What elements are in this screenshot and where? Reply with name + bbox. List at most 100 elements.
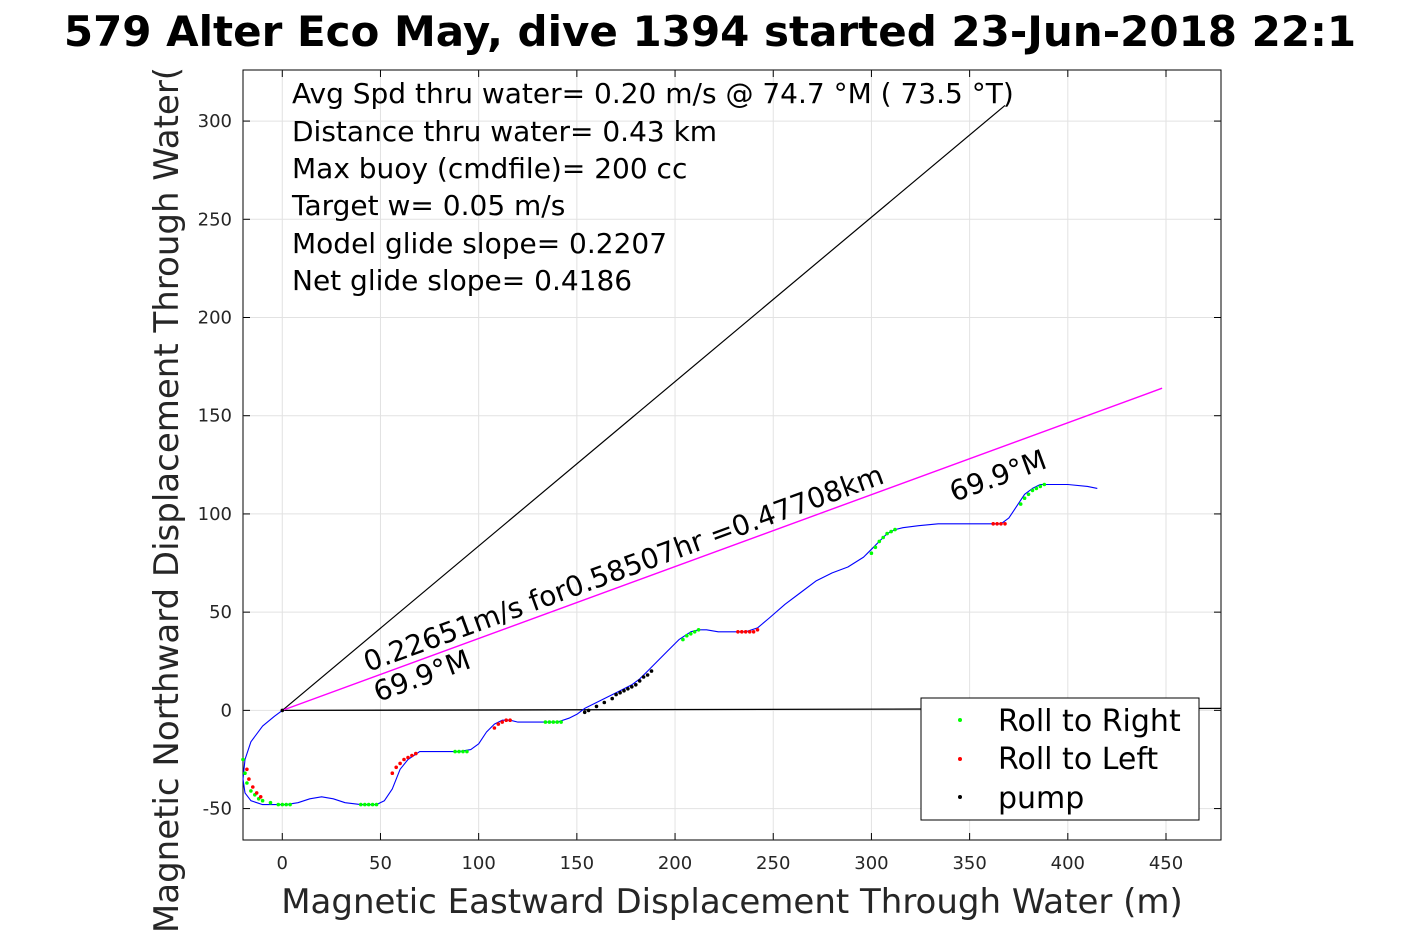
ticks: 0 50 100 150 200 250 300 350 400 450 -50 0 50 100 150 2…	[198, 70, 1221, 874]
roll-right-point	[288, 802, 292, 807]
y-tick-label: 300	[198, 111, 232, 132]
legend-box	[920, 697, 1200, 821]
pump-point	[634, 683, 638, 687]
roll-right-point	[453, 749, 457, 754]
roll-left-point	[247, 777, 251, 781]
reference-line	[281, 104, 1006, 711]
roll-left-point	[390, 771, 395, 775]
roll-right-point	[1026, 492, 1031, 497]
pump-point	[649, 669, 654, 673]
roll-left-point	[991, 522, 995, 526]
y-tick-label: 100	[198, 504, 232, 525]
roll-right-point	[555, 720, 559, 724]
roll-left-point	[394, 765, 399, 770]
plot-area: 0 50 100 150 200 250 300 350 400 450 -50 0 50 100 150 2…	[198, 69, 1222, 874]
roll-right-point	[547, 720, 552, 724]
roll-left-point	[500, 720, 505, 724]
roll-left-point	[1003, 522, 1007, 526]
roll-right-point	[689, 632, 693, 636]
annotation-target-w: Target w= 0.05 m/s	[291, 189, 565, 222]
roll-left-point	[414, 751, 418, 756]
legend-marker-pump	[958, 795, 962, 799]
roll-right-point	[241, 757, 245, 762]
x-tick-label: 50	[369, 853, 392, 874]
legend-label-roll-right: Roll to Right	[998, 704, 1181, 739]
roll-right-point	[889, 529, 893, 534]
roll-right-point	[881, 535, 885, 540]
roll-right-point	[692, 630, 697, 634]
roll-right-point	[268, 800, 273, 805]
roll-left-point	[504, 718, 509, 722]
x-axis-label: Magnetic Eastward Displacement Through W…	[281, 882, 1183, 922]
pump-point	[630, 685, 634, 689]
annotation-block: Avg Spd thru water= 0.20 m/s @ 74.7 °M (…	[291, 77, 1014, 297]
roll-right-point	[370, 802, 375, 807]
roll-right-point	[359, 802, 363, 807]
roll-right-point	[551, 720, 556, 724]
roll-right-point	[461, 749, 465, 754]
roll-left-point	[740, 630, 744, 634]
roll-right-point	[465, 749, 469, 754]
roll-left-point	[406, 755, 410, 760]
roll-left-point	[251, 785, 255, 789]
pump-point	[626, 687, 630, 691]
roll-left-point	[402, 757, 406, 762]
x-tick-label: 100	[461, 853, 495, 874]
legend-label-roll-left: Roll to Left	[998, 742, 1158, 777]
roll-left-point	[747, 630, 752, 634]
y-tick-label: 150	[198, 406, 232, 427]
roll-right-point	[893, 527, 897, 532]
roll-left-point	[398, 761, 402, 766]
pump-point	[280, 708, 285, 713]
pump-point	[622, 688, 626, 693]
pump-point	[645, 673, 650, 677]
roll-right-point	[260, 798, 265, 803]
legend-marker-roll-right	[958, 718, 962, 722]
roll-right-point	[685, 633, 689, 638]
course-line	[282, 387, 1163, 712]
pump-point	[582, 710, 587, 715]
track-line	[242, 483, 1098, 806]
roll-right-point	[374, 802, 379, 807]
annotation-avg-speed: Avg Spd thru water= 0.20 m/s @ 74.7 °M (…	[292, 77, 1014, 110]
annotation-max-buoy: Max buoy (cmdfile)= 200 cc	[292, 152, 687, 185]
roll-right-point	[245, 781, 249, 785]
legend-label-pump: pump	[998, 781, 1084, 816]
pump-point	[602, 700, 607, 705]
roll-right-point	[681, 637, 685, 642]
roll-left-point	[410, 753, 414, 758]
roll-right-point	[249, 789, 253, 793]
annotation-net-glide: Net glide slope= 0.4186	[292, 264, 632, 297]
roll-right-point	[559, 720, 563, 724]
roll-left-point	[258, 795, 263, 799]
roll-left-point	[492, 726, 497, 730]
roll-left-point	[736, 630, 740, 634]
pump-point	[610, 696, 614, 701]
annotation-model-glide: Model glide slope= 0.2207	[292, 227, 667, 260]
y-axis-label: Magnetic Northward Displacement Through …	[147, 67, 187, 933]
y-tick-label: 50	[209, 602, 232, 623]
roll-left-point	[751, 630, 756, 634]
legend: Roll to Right Roll to Left pump	[920, 697, 1200, 821]
roll-right-point	[885, 531, 889, 536]
roll-left-point	[496, 722, 501, 726]
roll-right-point	[696, 628, 701, 632]
roll-right-point	[1022, 496, 1027, 501]
roll-right-point	[276, 802, 281, 807]
annotation-distance: Distance thru water= 0.43 km	[292, 115, 717, 148]
roll-right-point	[1042, 482, 1047, 487]
chart-title: 579 Alter Eco May, dive 1394 started 23-…	[64, 7, 1356, 56]
roll-right-point	[284, 802, 289, 807]
pump-point	[637, 679, 642, 683]
roll-left-point	[743, 630, 748, 634]
roll-right-point	[543, 720, 548, 724]
y-tick-label: 0	[221, 700, 232, 721]
roll-right-point	[1018, 502, 1023, 506]
data-markers	[241, 482, 1047, 807]
roll-left-point	[999, 522, 1003, 526]
pump-point	[586, 708, 591, 713]
roll-left-point	[245, 767, 249, 772]
x-tick-label: 150	[560, 853, 594, 874]
y-tick-label: 200	[198, 308, 232, 329]
x-tick-label: 0	[277, 853, 288, 874]
